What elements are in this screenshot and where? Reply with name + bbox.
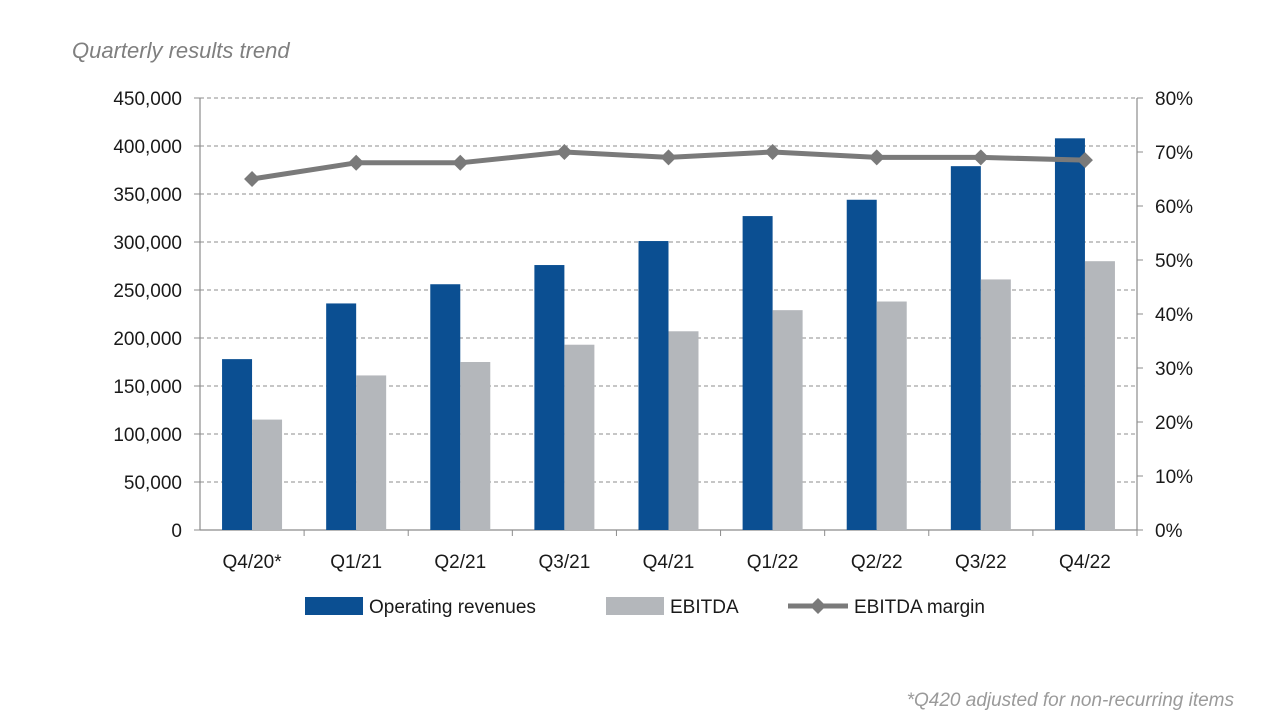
- x-tick-label: Q2/22: [851, 552, 903, 573]
- bar-ebitda: [1084, 261, 1115, 530]
- chart-title: Quarterly results trend: [72, 38, 290, 63]
- bar-operating-revenues: [846, 199, 877, 530]
- right-tick-label: 80%: [1155, 89, 1193, 110]
- right-tick-label: 50%: [1155, 251, 1193, 272]
- x-tick-label: Q1/22: [747, 552, 799, 573]
- chart-footnote: *Q420 adjusted for non-recurring items: [906, 690, 1234, 711]
- left-tick-label: 200,000: [113, 329, 182, 350]
- bar-ebitda: [980, 279, 1011, 530]
- legend-label-operating-revenues: Operating revenues: [369, 597, 536, 618]
- bar-ebitda: [564, 344, 595, 530]
- marker-ebitda-margin: [348, 154, 365, 171]
- bar-operating-revenues: [638, 241, 669, 531]
- marker-ebitda-margin: [868, 149, 885, 166]
- marker-ebitda-margin: [1076, 152, 1093, 169]
- left-tick-label: 450,000: [113, 89, 182, 110]
- x-tick-label: Q4/20*: [222, 552, 282, 573]
- legend-swatch-ebitda: [606, 597, 664, 615]
- marker-ebitda-margin: [556, 144, 573, 160]
- left-tick-label: 50,000: [124, 473, 182, 494]
- bar-ebitda: [772, 310, 803, 530]
- right-tick-label: 60%: [1155, 197, 1193, 218]
- right-tick-label: 10%: [1155, 467, 1193, 488]
- x-tick-label: Q3/22: [955, 552, 1007, 573]
- left-tick-label: 150,000: [113, 377, 182, 398]
- x-tick-label: Q2/21: [434, 552, 486, 573]
- x-tick-label: Q1/21: [330, 552, 382, 573]
- bar-operating-revenues: [326, 303, 357, 530]
- bar-ebitda: [876, 301, 907, 530]
- left-tick-label: 350,000: [113, 185, 182, 206]
- left-tick-label: 400,000: [113, 137, 182, 158]
- bar-ebitda: [356, 375, 387, 530]
- bar-operating-revenues: [950, 166, 981, 530]
- right-tick-label: 70%: [1155, 143, 1193, 164]
- marker-ebitda-margin: [660, 149, 677, 166]
- legend-swatch-operating-revenues: [305, 597, 363, 615]
- bar-operating-revenues: [742, 216, 773, 530]
- x-tick-label: Q4/21: [643, 552, 695, 573]
- left-tick-label: 300,000: [113, 233, 182, 254]
- left-tick-label: 0: [171, 521, 182, 542]
- bar-operating-revenues: [222, 359, 253, 530]
- marker-ebitda-margin: [244, 171, 261, 187]
- bar-operating-revenues: [1054, 138, 1085, 530]
- legend-label-ebitda-margin: EBITDA margin: [854, 597, 985, 618]
- bar-operating-revenues: [534, 265, 565, 530]
- left-tick-label: 250,000: [113, 281, 182, 302]
- right-tick-label: 40%: [1155, 305, 1193, 326]
- left-tick-label: 100,000: [113, 425, 182, 446]
- bar-ebitda: [252, 419, 283, 530]
- right-tick-label: 30%: [1155, 359, 1193, 380]
- legend-label-ebitda: EBITDA: [670, 597, 739, 618]
- x-tick-label: Q4/22: [1059, 552, 1111, 573]
- marker-ebitda-margin: [452, 154, 469, 171]
- bar-ebitda: [668, 331, 699, 530]
- bar-operating-revenues: [430, 284, 461, 530]
- bar-ebitda: [460, 362, 491, 530]
- right-tick-label: 0%: [1155, 521, 1183, 542]
- x-tick-label: Q3/21: [539, 552, 591, 573]
- legend-marker-ebitda-margin: [810, 598, 826, 614]
- marker-ebitda-margin: [764, 144, 781, 160]
- right-tick-label: 20%: [1155, 413, 1193, 434]
- marker-ebitda-margin: [972, 149, 989, 166]
